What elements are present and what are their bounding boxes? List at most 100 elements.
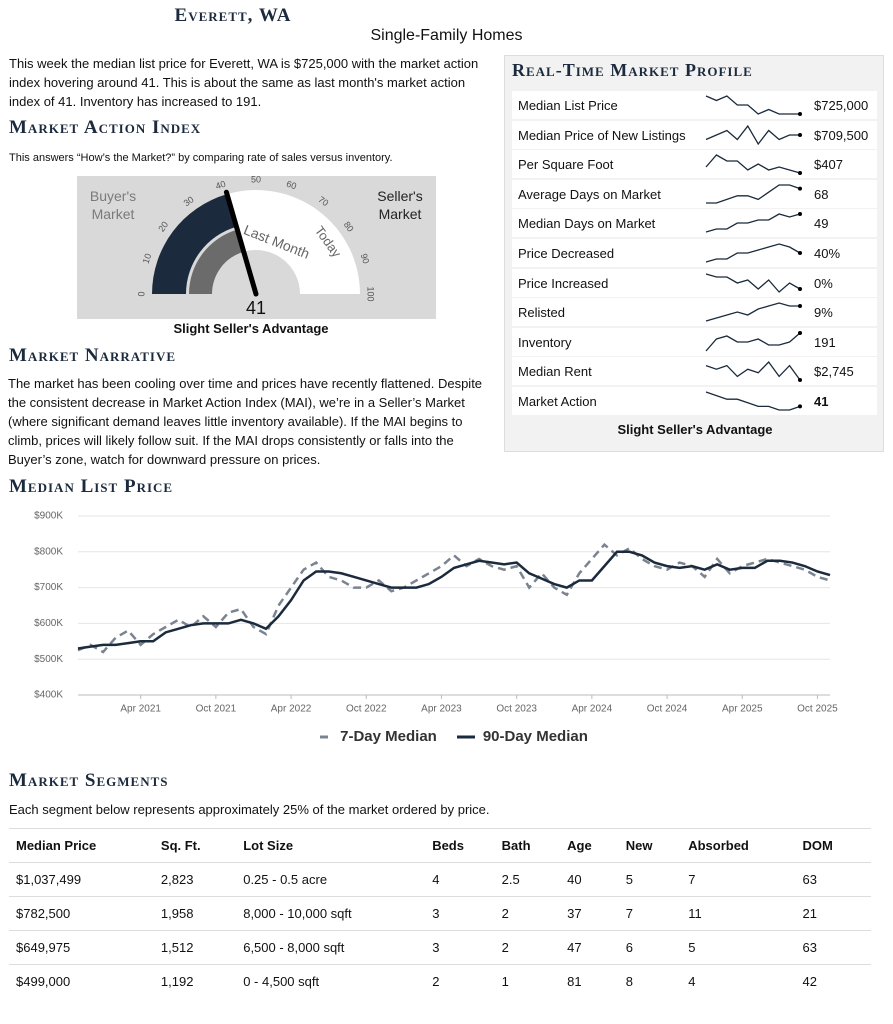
sparkline-end	[798, 251, 802, 255]
profile-value: 9%	[814, 305, 833, 321]
profile-label: Market Action	[518, 394, 597, 409]
chart: $400K $500K $600K $700K $800K $900K Apr 2021 Oc…	[34, 511, 838, 715]
profile-value: 68	[814, 186, 829, 202]
profile-value: 40%	[814, 246, 841, 261]
section-heading: Market Action Index	[9, 117, 202, 138]
table-cell: 63	[802, 930, 871, 965]
section-heading: Market Narrative	[9, 345, 177, 366]
profile-label: Median List Price	[518, 98, 618, 113]
description: This answers “How’s the Market?” by comp…	[9, 152, 393, 164]
profile-value: $2,745	[814, 364, 854, 380]
x-tick-label: Oct 2021	[196, 704, 237, 715]
last-month-arc	[189, 229, 244, 294]
profile-row: Per Square Foot $407	[512, 150, 877, 179]
sparkline-path	[705, 213, 801, 234]
profile-label: Relisted	[518, 305, 565, 321]
profile-row: Average Days on Market 68	[512, 179, 877, 208]
table-header: Median Price Sq. Ft. Lot Size Beds Bath Age Ne…	[9, 828, 871, 863]
sparkline	[705, 243, 802, 263]
section-heading: Market Segments	[9, 770, 169, 791]
gauge-remainder	[226, 189, 360, 294]
sparkline-path	[705, 361, 801, 381]
profile-label: Price Increased	[518, 275, 609, 291]
profile-label: Inventory	[518, 334, 572, 350]
table-row: $649,975 1,512 6,500 - 8,000 sqft 3 2 47 6 5 63	[9, 930, 871, 965]
sparkline	[705, 95, 802, 116]
needle	[223, 189, 259, 297]
sparkline-path	[705, 243, 801, 263]
gauge-caption: Slight Seller's Advantage	[173, 321, 329, 336]
gauge-tick-label: 20	[156, 220, 170, 234]
sparkline	[705, 154, 802, 176]
profile-row: Inventory 191	[512, 327, 877, 356]
table-cell: 63	[802, 862, 871, 897]
sparkline-path	[705, 124, 800, 145]
series-line	[77, 550, 831, 650]
x-tick-label: Apr 2022	[271, 704, 312, 715]
y-tick-label: $400K	[34, 690, 63, 701]
x-tick-label: Apr 2025	[722, 704, 763, 715]
profile-value: 191	[814, 334, 836, 350]
table-cell: 8	[625, 964, 689, 998]
profile-label: Average Days on Market	[518, 186, 661, 202]
legend-item: 7-Day Median	[320, 728, 437, 745]
sparkline-path	[705, 154, 801, 174]
column-header: Sq. Ft.	[160, 828, 244, 863]
profile-label: Median Days on Market	[518, 216, 656, 232]
y-tick-label: $700K	[34, 582, 63, 593]
legend-swatch	[320, 735, 333, 738]
table-cell: 2	[432, 964, 502, 998]
gauge-tick-label: 30	[182, 194, 196, 208]
table-cell: 1,958	[160, 896, 244, 931]
profile-row: Median Rent $2,745	[512, 357, 877, 386]
sparkline-end	[798, 112, 802, 116]
y-tick-label: $900K	[34, 511, 63, 522]
gauge-tick-label: 50	[251, 176, 261, 184]
table-row: $782,500 1,958 8,000 - 10,000 sqft 3 2 37 7 11 2…	[9, 896, 871, 931]
series-line	[77, 542, 831, 654]
table-row: $1,037,499 2,823 0.25 - 0.5 acre 4 2.5 40 5 7 63	[9, 862, 871, 897]
subtitle: Single-Family Homes	[370, 27, 523, 44]
profile-label: Median Rent	[518, 364, 592, 380]
table-cell: 1,512	[160, 930, 244, 965]
sparkline	[705, 361, 802, 383]
profile-value: 0%	[814, 275, 833, 291]
x-tick-label: Oct 2022	[346, 704, 387, 715]
gauge-tick-label: 40	[214, 179, 227, 192]
table-cell: 37	[567, 896, 626, 931]
profile-row: Relisted 9%	[512, 298, 877, 327]
table-cell: 0 - 4,500 sqft	[243, 964, 433, 998]
profile-row: Median List Price $725,000	[512, 91, 877, 119]
profile-row: Price Decreased 40%	[512, 239, 877, 267]
table-cell: 1	[501, 964, 568, 998]
table-cell: 7	[625, 896, 689, 931]
table-cell: 2,823	[160, 862, 244, 897]
table-cell: 3	[432, 930, 502, 965]
x-tick-label: Apr 2023	[421, 704, 462, 715]
gauge-value: 41	[246, 298, 266, 318]
profile-value: $407	[814, 157, 843, 173]
profile-row: Median Price of New Listings $709,500	[512, 120, 877, 149]
chart-title: Median List Price	[9, 476, 174, 497]
sparkline-end	[798, 286, 802, 291]
sparkline	[705, 212, 802, 234]
table-cell: $1,037,499	[9, 862, 161, 897]
table-cell: $649,975	[9, 930, 161, 965]
sparkline-end	[798, 304, 802, 309]
sparkline	[705, 272, 802, 293]
table-cell: 2	[501, 896, 568, 931]
sparkline-path	[705, 95, 800, 115]
sparkline-end	[798, 378, 802, 383]
table-cell: 11	[688, 896, 803, 931]
table-cell: 2.5	[501, 862, 568, 897]
column-header: Absorbed	[688, 828, 803, 863]
sparkline-end	[798, 171, 802, 176]
table-cell: 4	[432, 862, 502, 897]
gauge-tick-label: 60	[285, 179, 298, 192]
legend-label: 7-Day Median	[340, 728, 437, 745]
profile-value: $725,000	[814, 98, 869, 113]
profile-value: $709,500	[814, 127, 869, 143]
sparkline	[705, 391, 802, 411]
sparkline-path	[705, 391, 801, 411]
